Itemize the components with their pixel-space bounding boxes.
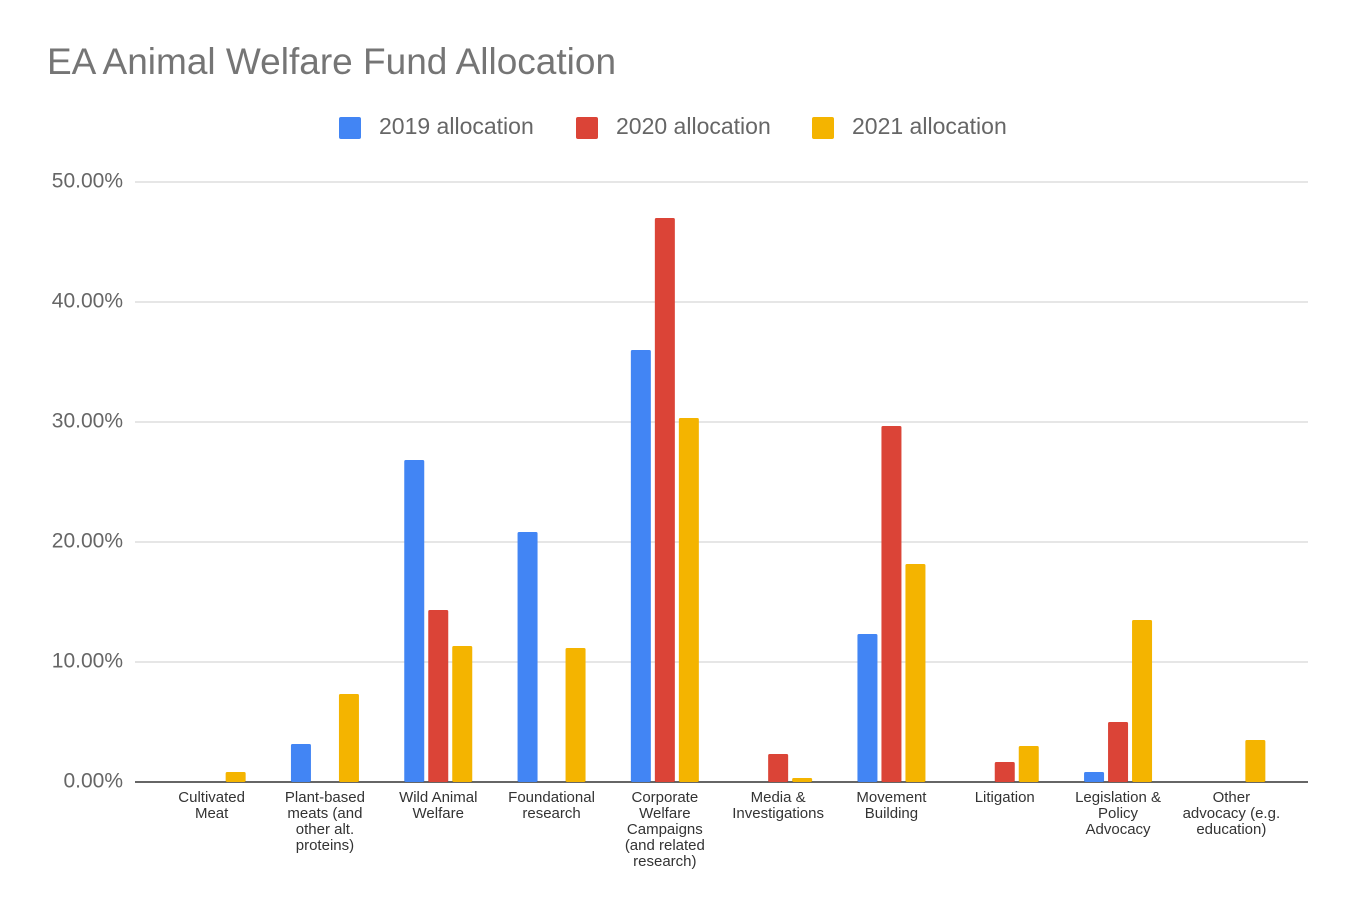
legend-swatch <box>812 117 834 139</box>
bar <box>1132 620 1153 782</box>
bar <box>881 425 902 782</box>
x-tick-label: Legislation & Policy Advocacy <box>1075 789 1161 838</box>
bar <box>792 778 813 782</box>
x-tick-label: Movement Building <box>856 789 927 822</box>
legend-label: 2020 allocation <box>616 113 771 139</box>
legend-label: 2019 allocation <box>379 113 534 139</box>
chart-title: EA Animal Welfare Fund Allocation <box>47 41 616 82</box>
bar <box>565 647 586 782</box>
y-tick-label: 40.00% <box>52 290 123 313</box>
x-tick-label: Corporate Welfare Campaigns (and related… <box>624 789 705 870</box>
y-tick-label: 50.00% <box>52 170 123 193</box>
bar <box>404 460 425 782</box>
bar <box>994 761 1015 782</box>
y-tick-label: 20.00% <box>52 530 123 553</box>
bar <box>338 694 359 782</box>
bar <box>1084 772 1105 782</box>
bar <box>290 743 311 782</box>
y-tick-label: 30.00% <box>52 410 123 433</box>
y-tick-label: 10.00% <box>52 650 123 673</box>
x-tick-label: Litigation <box>974 789 1035 806</box>
bar <box>1245 740 1266 782</box>
legend-label: 2021 allocation <box>852 113 1007 139</box>
y-tick-label: 0.00% <box>63 770 123 793</box>
bar <box>517 532 538 782</box>
bar <box>678 418 699 782</box>
bar <box>1018 746 1039 782</box>
bar <box>654 218 675 782</box>
bar <box>630 350 651 782</box>
bar <box>428 610 449 782</box>
bar <box>857 634 878 782</box>
x-tick-label: Media & Investigations <box>732 789 824 822</box>
x-tick-label: Other advocacy (e.g. education) <box>1182 789 1281 838</box>
x-tick-label: Foundational research <box>508 789 595 822</box>
bar <box>1108 722 1129 782</box>
bar <box>452 646 473 782</box>
x-tick-label: Cultivated Meat <box>178 789 245 822</box>
bar <box>225 772 246 782</box>
legend-swatch <box>576 117 598 139</box>
x-tick-label: Plant-based meats (and other alt. protei… <box>284 789 365 854</box>
bar <box>768 754 789 782</box>
legend-swatch <box>339 117 361 139</box>
x-tick-label: Wild Animal Welfare <box>399 789 478 822</box>
bar <box>905 563 926 782</box>
